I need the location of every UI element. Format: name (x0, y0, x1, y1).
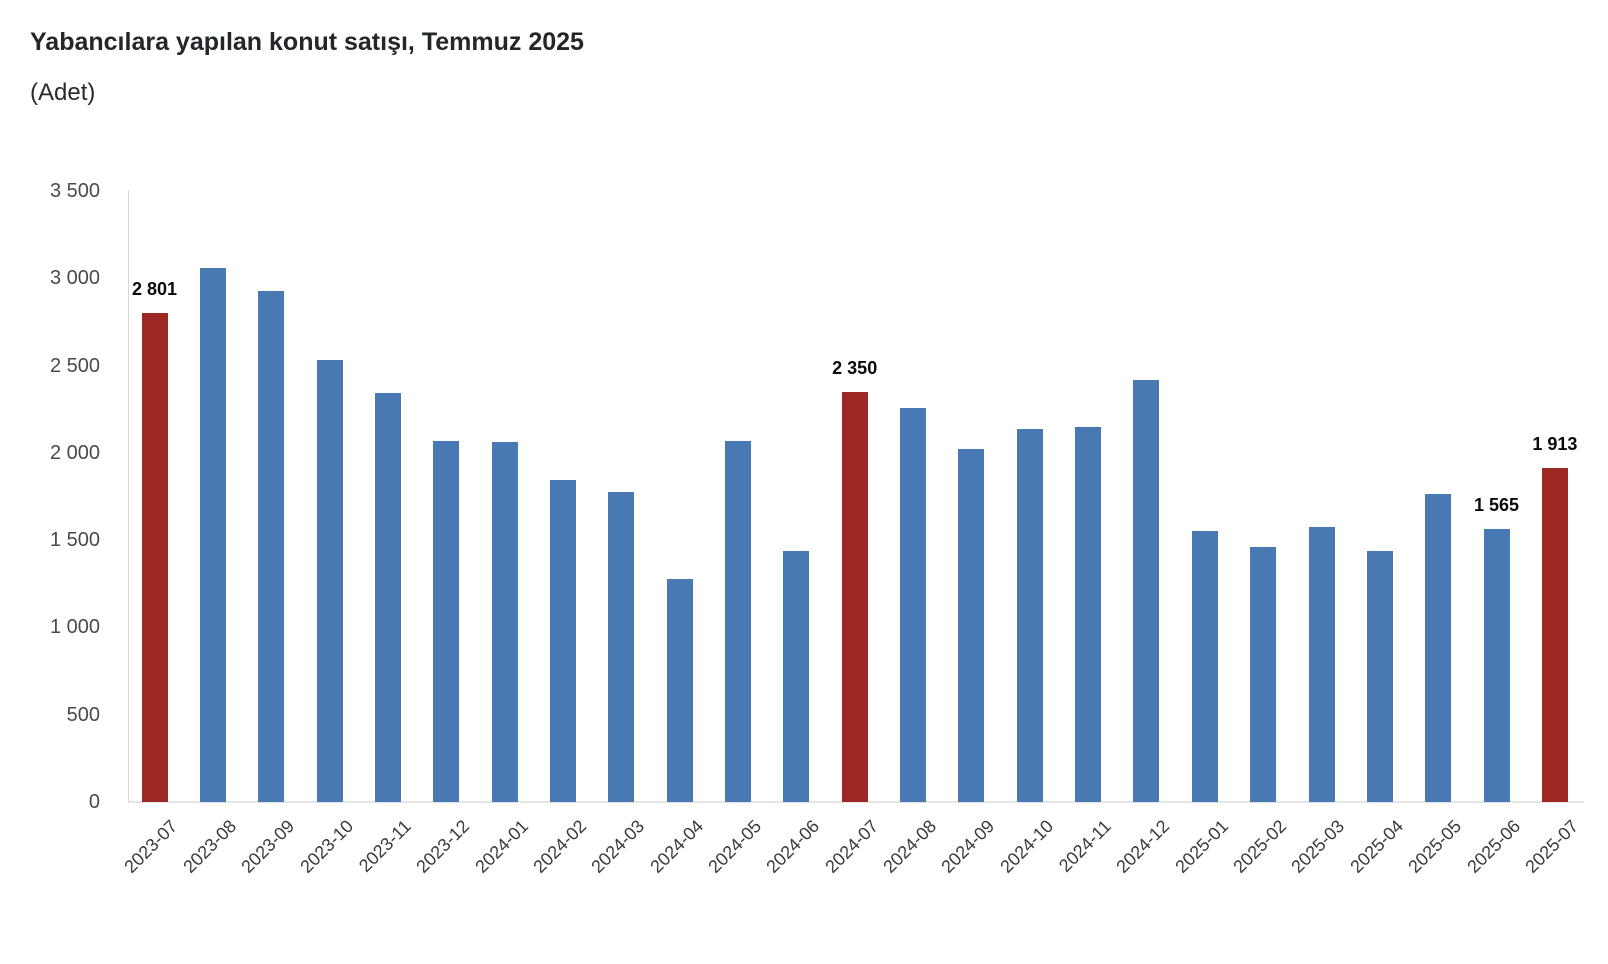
x-label-2023-12: 2023-12 (412, 816, 474, 877)
y-tick-2500: 2 500 (49, 354, 100, 377)
bar-2023-11 (374, 393, 401, 802)
bar-2025-03 (1308, 527, 1335, 802)
x-label-2025-03: 2025-03 (1287, 816, 1349, 877)
x-label-2024-08: 2024-08 (879, 816, 941, 877)
bar-2024-01 (491, 442, 518, 802)
bar-2024-07 (841, 391, 868, 802)
x-label-2024-06: 2024-06 (762, 816, 824, 877)
y-tick-1500: 1 500 (49, 529, 100, 552)
bar-2023-10 (316, 360, 343, 802)
x-label-2024-12: 2024-12 (1112, 816, 1174, 877)
bar-2025-02 (1250, 547, 1277, 802)
data-label-2025-07: 1 913 (1532, 433, 1578, 454)
bar-2024-06 (783, 550, 810, 802)
y-tick-2000: 2 000 (49, 441, 100, 464)
bar-2024-09 (958, 449, 985, 802)
bar-2024-02 (549, 479, 576, 802)
x-label-2024-01: 2024-01 (470, 816, 532, 877)
y-tick-3000: 3 000 (49, 267, 100, 290)
bar-2024-10 (1016, 429, 1043, 802)
y-tick-3500: 3 500 (49, 179, 100, 202)
x-label-2024-11: 2024-11 (1055, 816, 1116, 876)
chart-subtitle: (Adet) (30, 79, 96, 106)
bar-2024-11 (1075, 426, 1102, 802)
x-label-2023-07: 2023-07 (120, 816, 182, 877)
x-label-2024-05: 2024-05 (704, 816, 766, 877)
x-label-2023-08: 2023-08 (179, 816, 241, 877)
data-label-2025-06: 1 565 (1474, 494, 1520, 515)
bar-2023-09 (258, 291, 285, 802)
data-label-2024-07: 2 350 (832, 357, 878, 378)
x-label-2025-01: 2025-01 (1171, 816, 1232, 877)
y-tick-500: 500 (66, 703, 100, 726)
bar-2023-07 (141, 312, 168, 802)
x-label-2024-03: 2024-03 (587, 816, 649, 877)
bar-2024-08 (900, 408, 927, 802)
x-label-2025-02: 2025-02 (1229, 816, 1291, 877)
bar-2024-04 (666, 579, 693, 802)
x-label-2024-04: 2024-04 (645, 816, 707, 877)
y-axis-line (128, 190, 129, 802)
bar-2024-05 (725, 441, 751, 802)
x-label-2024-10: 2024-10 (996, 816, 1057, 877)
data-label-2023-07: 2 801 (131, 278, 178, 299)
x-label-2025-05: 2025-05 (1404, 816, 1466, 877)
x-axis-line (128, 801, 1584, 803)
bar-2025-06 (1483, 528, 1510, 802)
x-label-2024-07: 2024-07 (820, 816, 882, 877)
bar-2023-12 (433, 441, 460, 802)
bar-2023-08 (199, 267, 226, 802)
bar-2025-04 (1366, 550, 1393, 802)
x-label-2024-02: 2024-02 (529, 816, 591, 877)
bar-2025-01 (1191, 531, 1218, 802)
x-label-2024-09: 2024-09 (937, 816, 999, 877)
x-label-2025-06: 2025-06 (1462, 816, 1524, 877)
y-tick-0: 0 (88, 791, 100, 813)
bar-2024-03 (608, 492, 635, 802)
x-label-2023-10: 2023-10 (295, 816, 357, 877)
x-label-2025-07: 2025-07 (1521, 816, 1583, 877)
chart-title: Yabancılara yapılan konut satışı, Temmuz… (30, 28, 584, 56)
x-label-2023-11: 2023-11 (355, 816, 416, 876)
bar-2025-05 (1425, 493, 1452, 802)
bar-2024-12 (1133, 380, 1160, 802)
bar-2025-07 (1541, 467, 1568, 802)
x-label-2025-04: 2025-04 (1346, 816, 1408, 877)
x-label-2023-09: 2023-09 (237, 816, 299, 877)
y-tick-1000: 1 000 (49, 616, 100, 639)
